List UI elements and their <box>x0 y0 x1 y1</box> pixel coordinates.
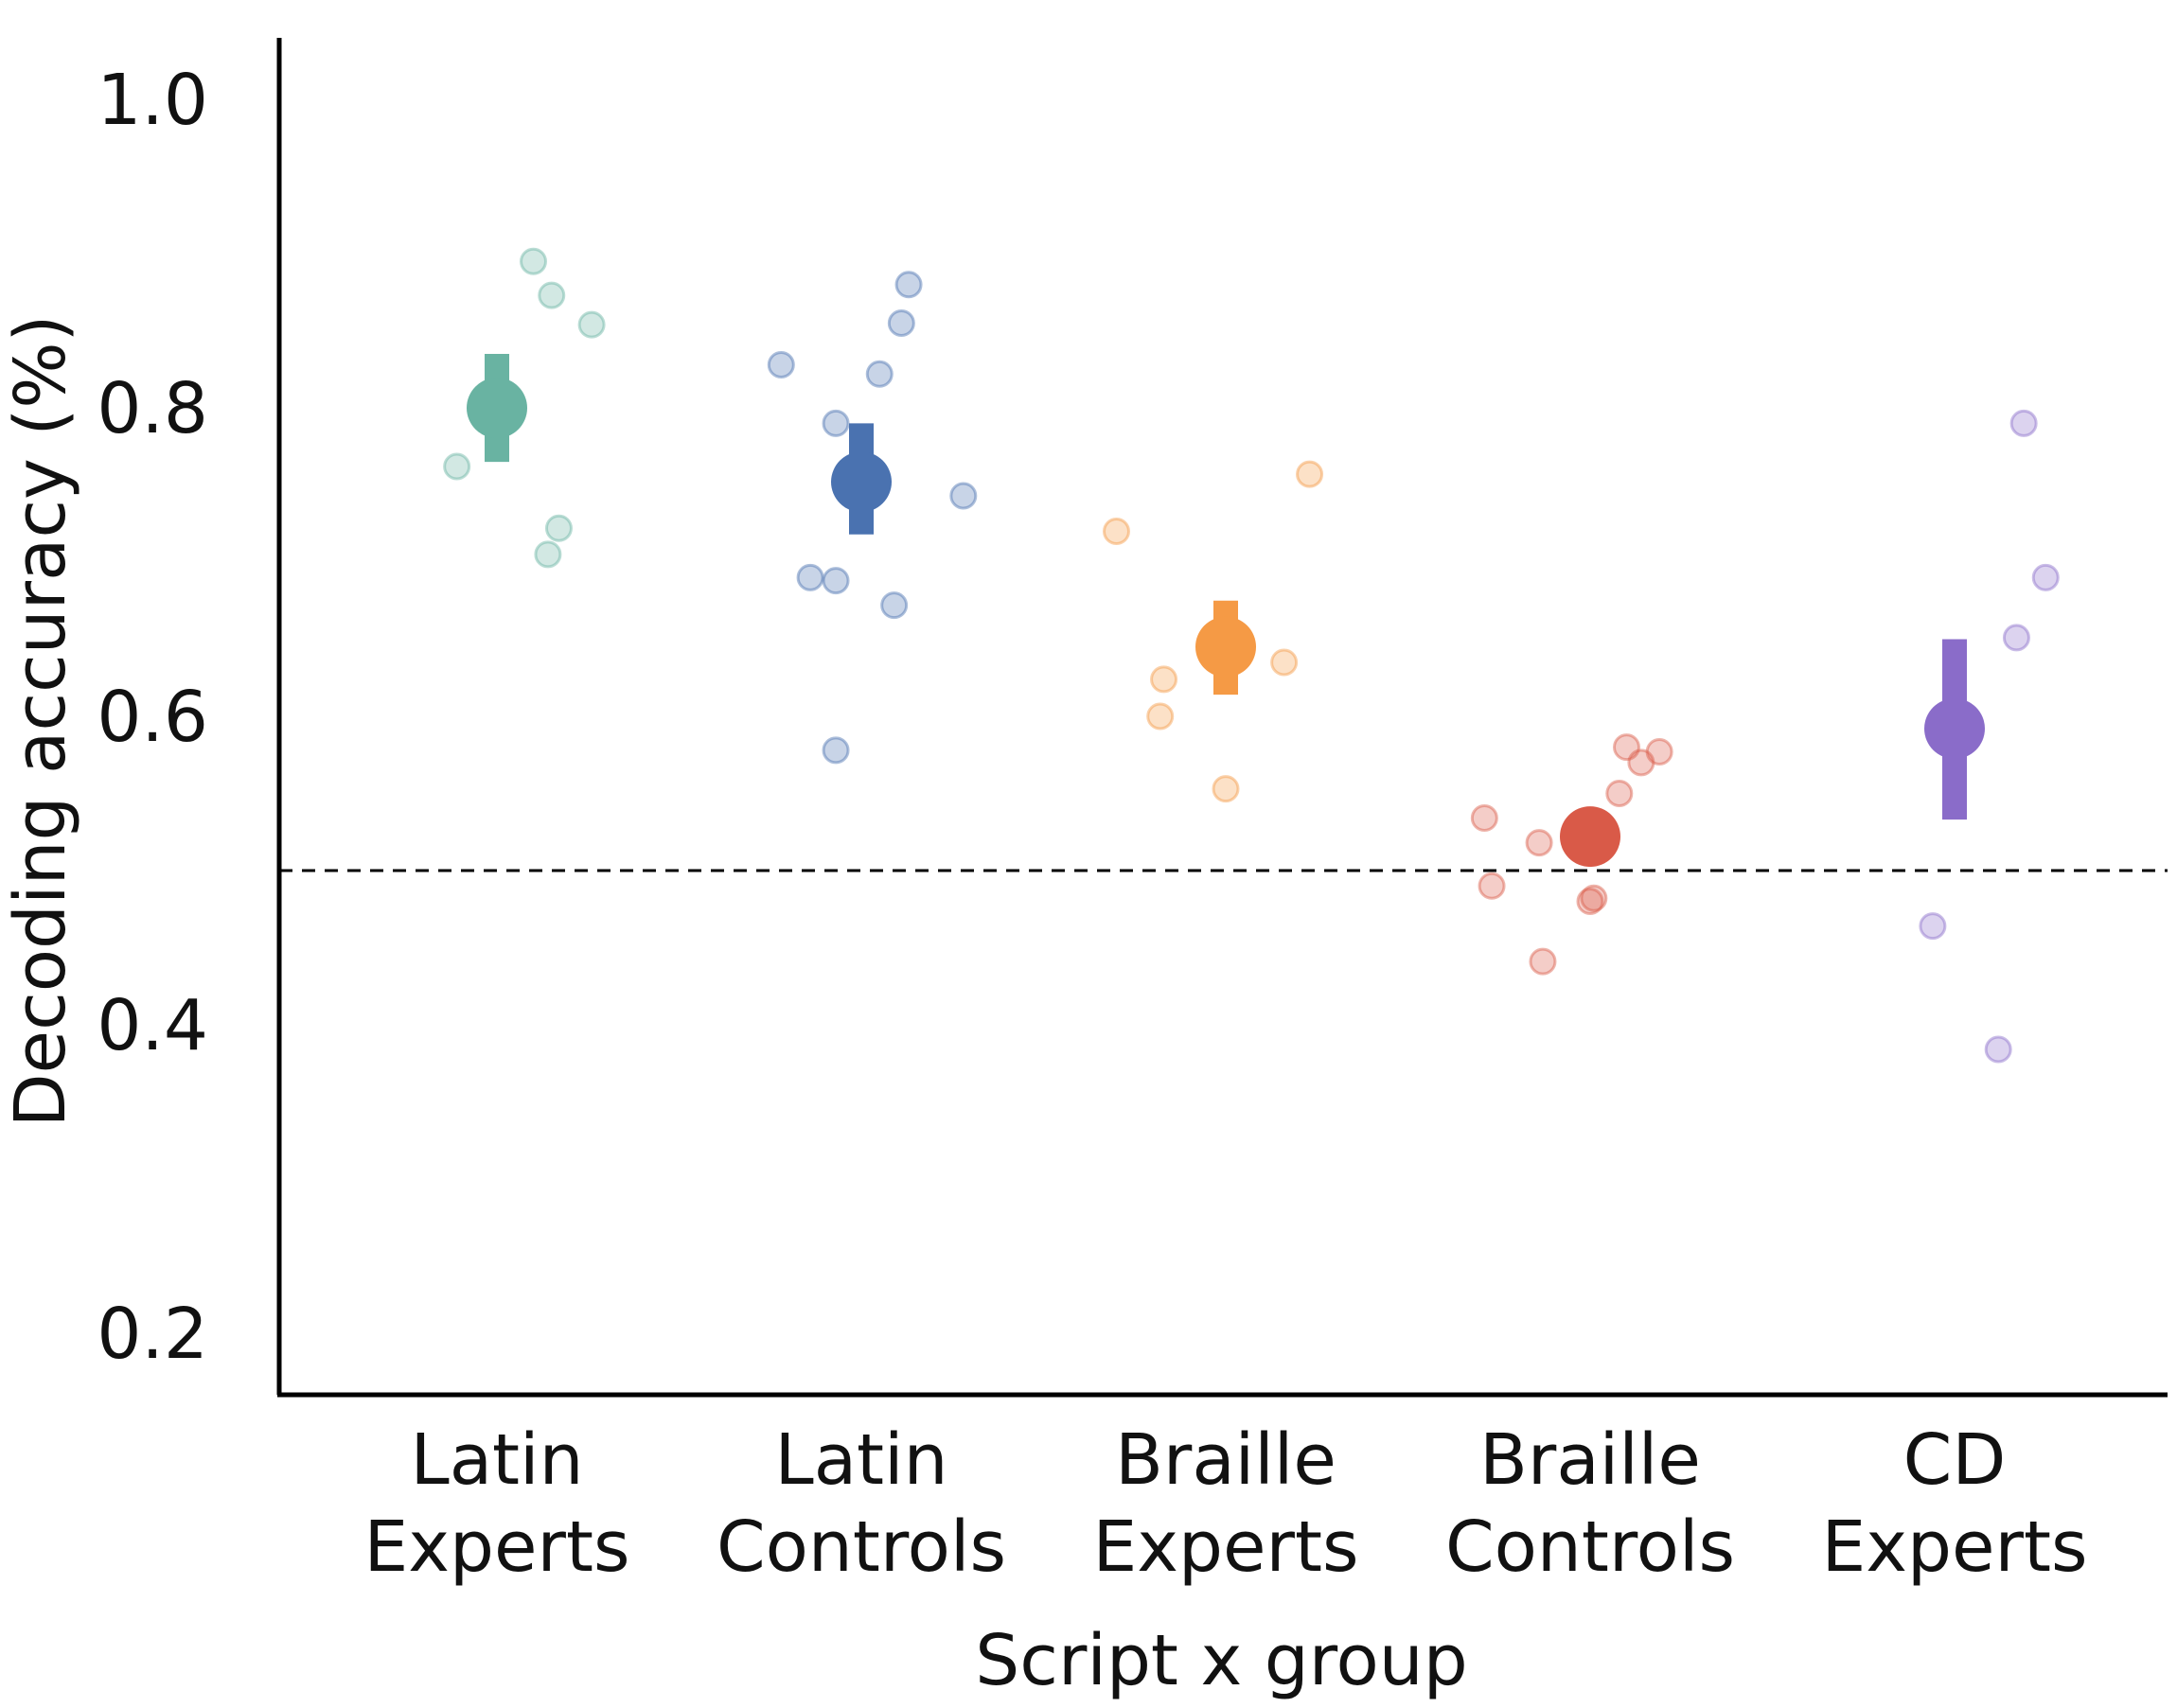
x-category-label-line2: Controls <box>1445 1506 1735 1588</box>
x-category-label-line2: Experts <box>363 1506 629 1588</box>
group-mean-point <box>467 378 527 439</box>
x-category-label-line1: Latin <box>774 1419 947 1501</box>
subject-point <box>2002 624 2030 652</box>
subject-point <box>1212 775 1240 803</box>
subject-point <box>520 247 547 275</box>
subject-point <box>1627 748 1655 777</box>
subject-point <box>1150 665 1178 694</box>
subject-point <box>1529 947 1557 976</box>
x-category-label-line1: Braille <box>1479 1419 1701 1501</box>
subject-point <box>577 310 606 339</box>
y-tick-label: 0.2 <box>97 1294 208 1375</box>
x-category-label-line1: CD <box>1903 1419 2007 1501</box>
x-category-label-line1: Latin <box>410 1419 583 1501</box>
x-category-labels: LatinExpertsLatinControlsBrailleExpertsB… <box>363 1419 2087 1588</box>
subject-point <box>1919 912 1947 941</box>
subject-point <box>865 360 894 388</box>
subject-point <box>1580 884 1608 912</box>
y-tick-labels: 0.2 0.4 0.6 0.8 1.0 <box>97 60 208 1375</box>
subject-point <box>1146 702 1175 731</box>
subject-point <box>1984 1035 2012 1064</box>
group-mean-point <box>831 451 892 513</box>
subject-point <box>1605 779 1634 807</box>
subject-point <box>534 540 562 569</box>
x-category-label-line1: Braille <box>1115 1419 1336 1501</box>
x-category-label-line2: Experts <box>1821 1506 2087 1588</box>
subject-point <box>544 514 573 542</box>
subject-point <box>822 409 850 437</box>
means-layer <box>467 354 1985 868</box>
subject-point <box>1478 872 1506 900</box>
subject-point <box>1103 517 1130 545</box>
subject-point <box>822 567 850 595</box>
x-category-label-line2: Controls <box>717 1506 1006 1588</box>
x-category-label-line2: Experts <box>1092 1506 1358 1588</box>
points-layer <box>443 247 2060 1064</box>
y-axis-title: Decoding accuracy (%) <box>0 315 81 1128</box>
subject-point <box>1576 888 1604 916</box>
y-tick-label: 0.4 <box>97 985 208 1066</box>
group-mean-point <box>1924 698 1985 760</box>
subject-point <box>887 308 915 337</box>
subject-point <box>1296 460 1324 488</box>
subject-point <box>767 350 795 379</box>
group-mean-point <box>1560 806 1620 868</box>
subject-point <box>1525 829 1553 857</box>
subject-point <box>894 271 923 299</box>
subject-point <box>1470 804 1498 833</box>
axes-layer <box>276 38 2168 1398</box>
subject-point <box>1645 737 1673 766</box>
subject-point <box>880 591 909 620</box>
subject-point <box>443 452 471 481</box>
subject-point <box>1613 733 1640 762</box>
x-axis-title: Script x group <box>975 1620 1467 1701</box>
subject-point <box>822 736 850 765</box>
subject-point <box>2009 409 2038 437</box>
y-tick-label: 0.8 <box>97 368 208 449</box>
y-tick-label: 1.0 <box>97 60 208 141</box>
subject-point <box>538 281 566 309</box>
subject-point <box>1270 648 1299 677</box>
group-mean-point <box>1195 616 1256 678</box>
y-tick-label: 0.6 <box>97 677 208 758</box>
subject-point <box>796 563 824 591</box>
subject-point <box>2031 563 2060 591</box>
subject-point <box>949 482 978 510</box>
